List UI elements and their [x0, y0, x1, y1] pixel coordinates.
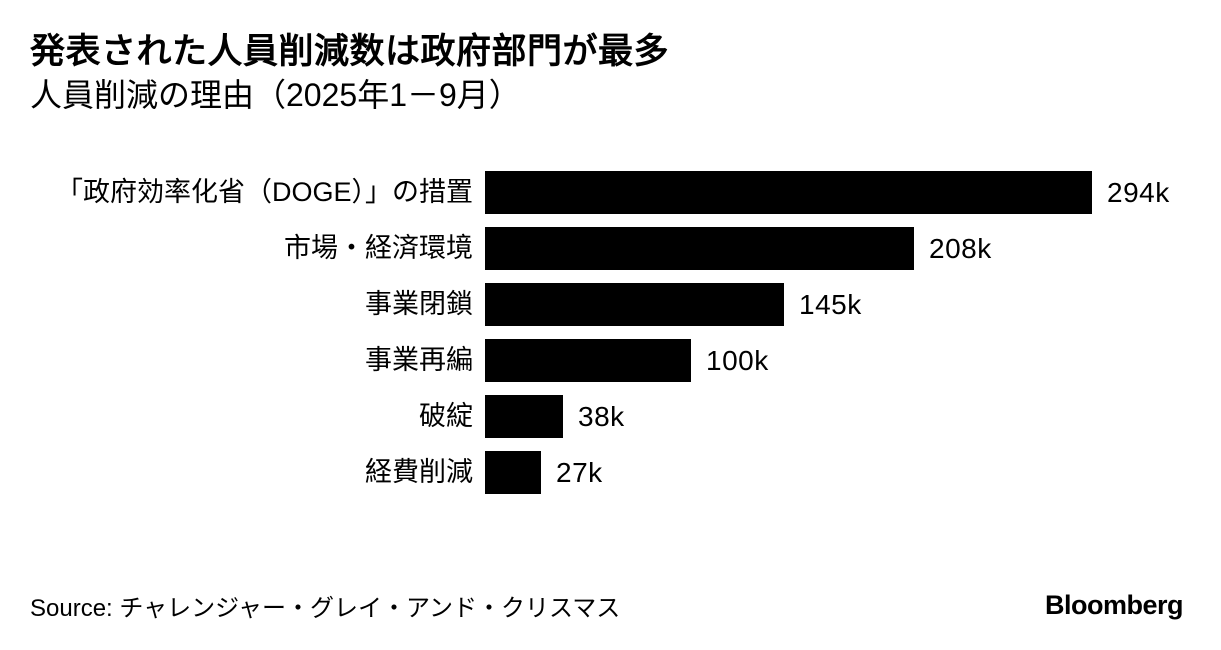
chart-subtitle: 人員削減の理由（2025年1－9月） — [30, 77, 521, 113]
bar — [485, 395, 563, 438]
bar-chart: 「政府効率化省（DOGE）」の措置 294k 市場・経済環境 208k 事業閉鎖 145k… — [30, 171, 1183, 494]
chart-row: 市場・経済環境 208k — [30, 227, 1183, 270]
chart-row: 破綻 38k — [30, 395, 1183, 438]
chart-footer: Source: チャレンジャー・グレイ・アンド・クリスマス Bloomberg — [30, 588, 1184, 623]
value-label: 27k — [556, 456, 603, 488]
bar — [485, 171, 1092, 214]
category-label: 破綻 — [419, 401, 473, 431]
bar — [485, 283, 784, 326]
chart-row: 経費削減 27k — [30, 451, 1183, 494]
bar — [485, 339, 691, 382]
value-label: 145k — [799, 288, 862, 320]
value-label: 38k — [578, 400, 625, 432]
chart-row: 事業閉鎖 145k — [30, 283, 1183, 326]
value-label: 294k — [1107, 176, 1170, 208]
chart-row: 「政府効率化省（DOGE）」の措置 294k — [30, 171, 1183, 214]
value-label: 100k — [706, 344, 769, 376]
source-note: Source: チャレンジャー・グレイ・アンド・クリスマス — [30, 595, 621, 622]
category-label: 「政府効率化省（DOGE）」の措置 — [55, 177, 473, 207]
chart-title: 発表された人員削減数は政府部門が最多 — [30, 32, 670, 71]
bar — [485, 451, 541, 494]
category-label: 事業閉鎖 — [365, 289, 473, 319]
bar — [485, 227, 914, 270]
chart-row: 事業再編 100k — [30, 339, 1183, 382]
bloomberg-logo: Bloomberg — [1044, 590, 1184, 620]
category-label: 経費削減 — [365, 457, 473, 487]
category-label: 市場・経済環境 — [284, 233, 473, 263]
value-label: 208k — [929, 232, 992, 264]
category-label: 事業再編 — [365, 345, 473, 375]
